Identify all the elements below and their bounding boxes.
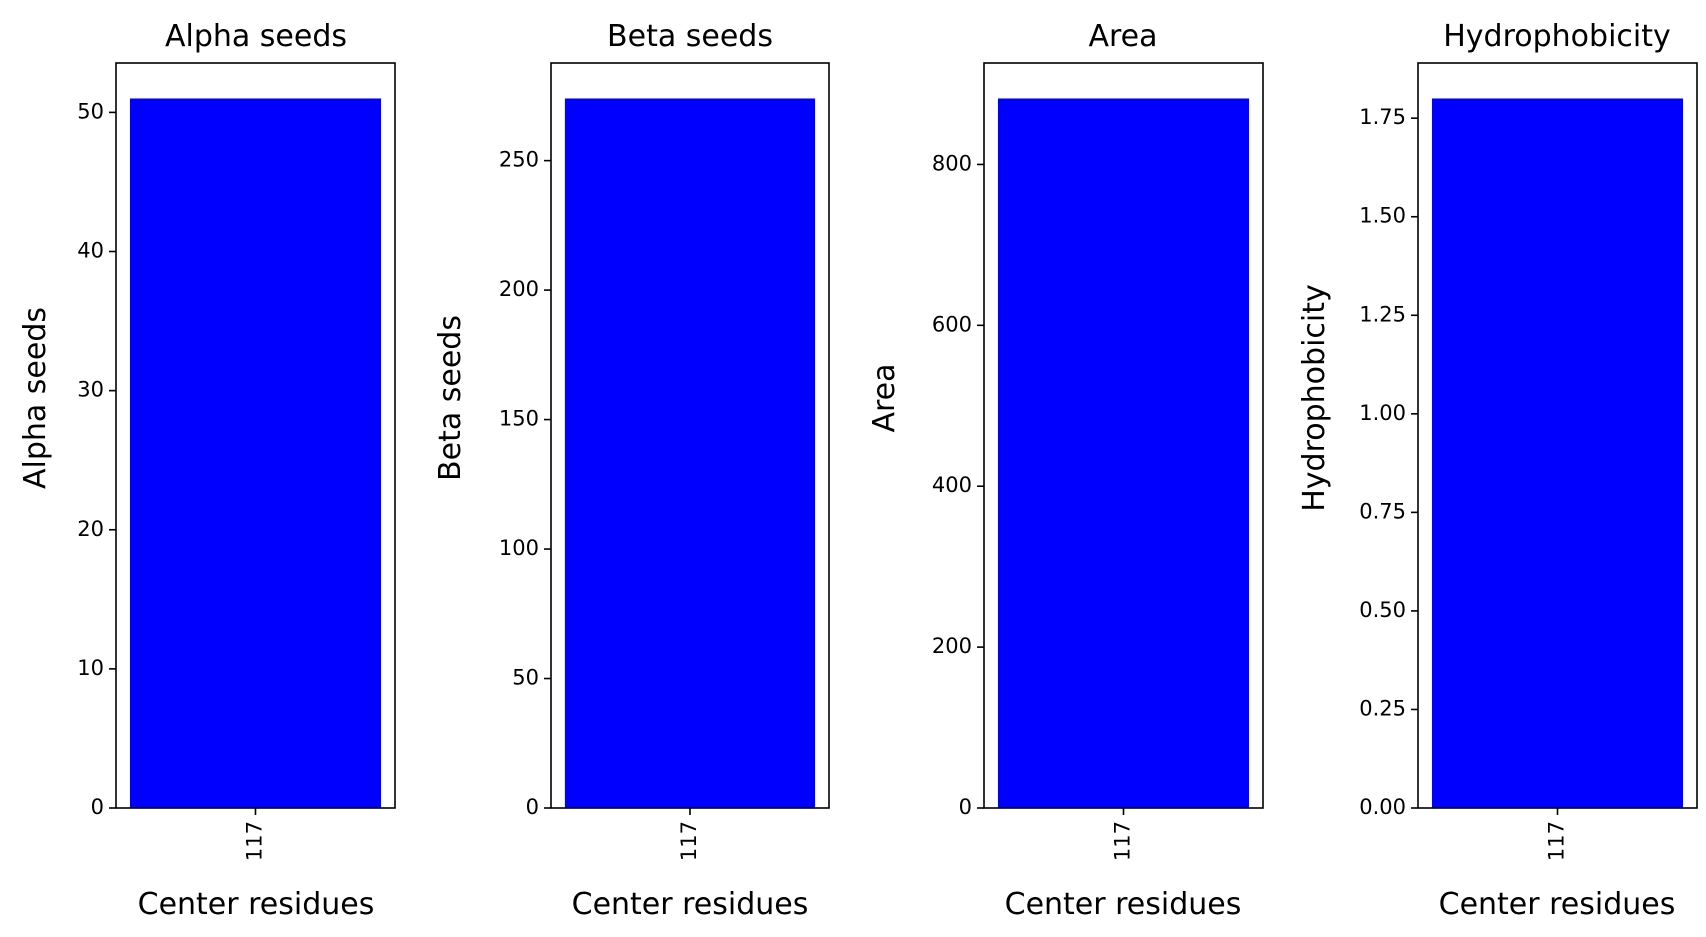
- y-tick-label: 0: [526, 795, 539, 819]
- x-tick-label: 117: [243, 821, 267, 861]
- y-axis-label: Area: [867, 363, 902, 432]
- y-tick-label: 1.50: [1359, 204, 1406, 228]
- x-axis-label: Center residues: [1005, 887, 1242, 922]
- y-tick-label: 0.75: [1359, 499, 1406, 523]
- x-axis-label: Center residues: [1439, 887, 1676, 922]
- chart-panel-area: Area Area Center residues 117 0 200 400 600 8…: [867, 19, 1264, 922]
- y-tick-label: 30: [77, 378, 104, 402]
- y-tick-label: 1.00: [1359, 401, 1406, 425]
- chart-panel-hydrophobicity: Hydrophobicity Hydrophobicity Center res…: [1297, 19, 1698, 922]
- bar-117: [1431, 98, 1684, 808]
- x-axis-label: Center residues: [572, 887, 809, 922]
- x-tick-label: 117: [1111, 821, 1135, 861]
- y-axis-label: Beta seeds: [433, 315, 468, 481]
- y-tick-label: 20: [77, 517, 104, 541]
- y-tick-label: 100: [499, 536, 539, 560]
- y-axis-label: Alpha seeds: [18, 307, 53, 489]
- y-tick-label: 0: [91, 795, 104, 819]
- y-tick-label: 40: [77, 239, 104, 263]
- y-tick-label: 0.50: [1359, 598, 1406, 622]
- bar-117: [564, 98, 816, 808]
- y-tick-label: 10: [77, 656, 104, 680]
- y-tick-label: 1.75: [1359, 105, 1406, 129]
- panel-title: Alpha seeds: [165, 19, 347, 54]
- y-tick-label: 0.25: [1359, 696, 1406, 720]
- y-tick-label: 200: [932, 634, 972, 658]
- axes-frame: [983, 62, 1264, 809]
- panel-title: Area: [1088, 19, 1157, 54]
- y-tick-label: 150: [499, 407, 539, 431]
- y-tick-label: 0: [959, 795, 972, 819]
- chart-panel-beta-seeds: Beta seeds Beta seeds Center residues 11…: [433, 19, 830, 922]
- y-tick-label: 1.25: [1359, 302, 1406, 326]
- y-tick-label: 600: [932, 312, 972, 336]
- y-tick-label: 250: [499, 148, 539, 172]
- x-tick-label: 117: [677, 821, 701, 861]
- x-axis-label: Center residues: [138, 887, 375, 922]
- chart-panel-alpha-seeds: Alpha seeds Alpha seeds Center residues …: [18, 19, 396, 922]
- bar-117: [997, 98, 1250, 808]
- panel-title: Hydrophobicity: [1443, 19, 1671, 54]
- bar-117: [129, 98, 382, 808]
- axes-frame: [1417, 62, 1698, 809]
- y-tick-label: 200: [499, 277, 539, 301]
- y-tick-label: 0.00: [1359, 795, 1406, 819]
- y-tick-label: 50: [512, 666, 539, 690]
- y-tick-label: 50: [77, 99, 104, 123]
- y-tick-label: 800: [932, 151, 972, 175]
- panel-title: Beta seeds: [607, 19, 773, 54]
- axes-frame: [550, 62, 830, 809]
- y-axis-label: Hydrophobicity: [1297, 284, 1332, 512]
- y-tick-label: 400: [932, 473, 972, 497]
- axes-frame: [115, 62, 396, 809]
- x-tick-label: 117: [1545, 821, 1569, 861]
